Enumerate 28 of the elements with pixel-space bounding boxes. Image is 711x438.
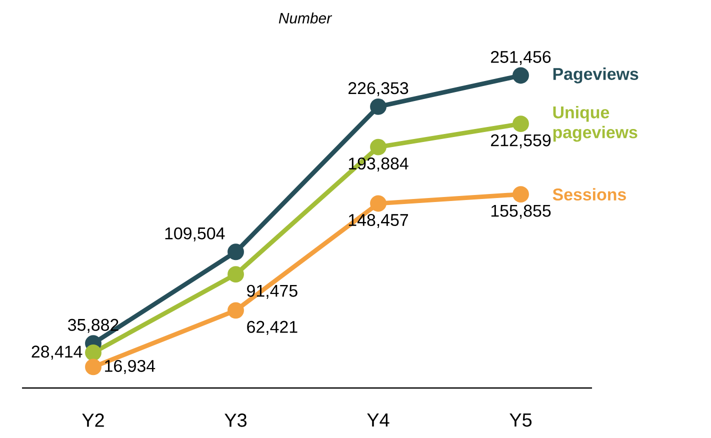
series-label: Unique pageviews: [553, 106, 638, 142]
point: [228, 302, 244, 319]
data-label: 251,456: [491, 50, 551, 65]
data-label: 28,414: [32, 346, 82, 360]
x-tick-label: Y5: [510, 414, 532, 427]
x-tick-label: Y3: [224, 414, 246, 427]
data-label: 35,882: [68, 318, 118, 333]
series-label: Sessions: [552, 188, 626, 201]
point: [370, 195, 386, 212]
data-label: 155,855: [491, 204, 551, 219]
data-label: 62,421: [247, 320, 298, 335]
point: [512, 67, 529, 84]
x-tick-label: Y4: [367, 414, 390, 427]
point: [512, 186, 529, 203]
point: [85, 344, 102, 361]
data-label: 109,504: [165, 227, 225, 242]
point: [370, 98, 386, 115]
data-label: 16,934: [105, 360, 156, 374]
data-label: 212,559: [491, 134, 551, 148]
point: [228, 266, 244, 283]
point: [228, 244, 244, 260]
point: [512, 116, 529, 132]
x-tick-label: Y2: [82, 414, 104, 427]
series-label: Pageviews: [553, 68, 638, 84]
point: [85, 358, 102, 376]
point: [370, 138, 386, 156]
data-label: 226,353: [348, 82, 408, 96]
chart-subtitle: Number: [278, 12, 332, 24]
